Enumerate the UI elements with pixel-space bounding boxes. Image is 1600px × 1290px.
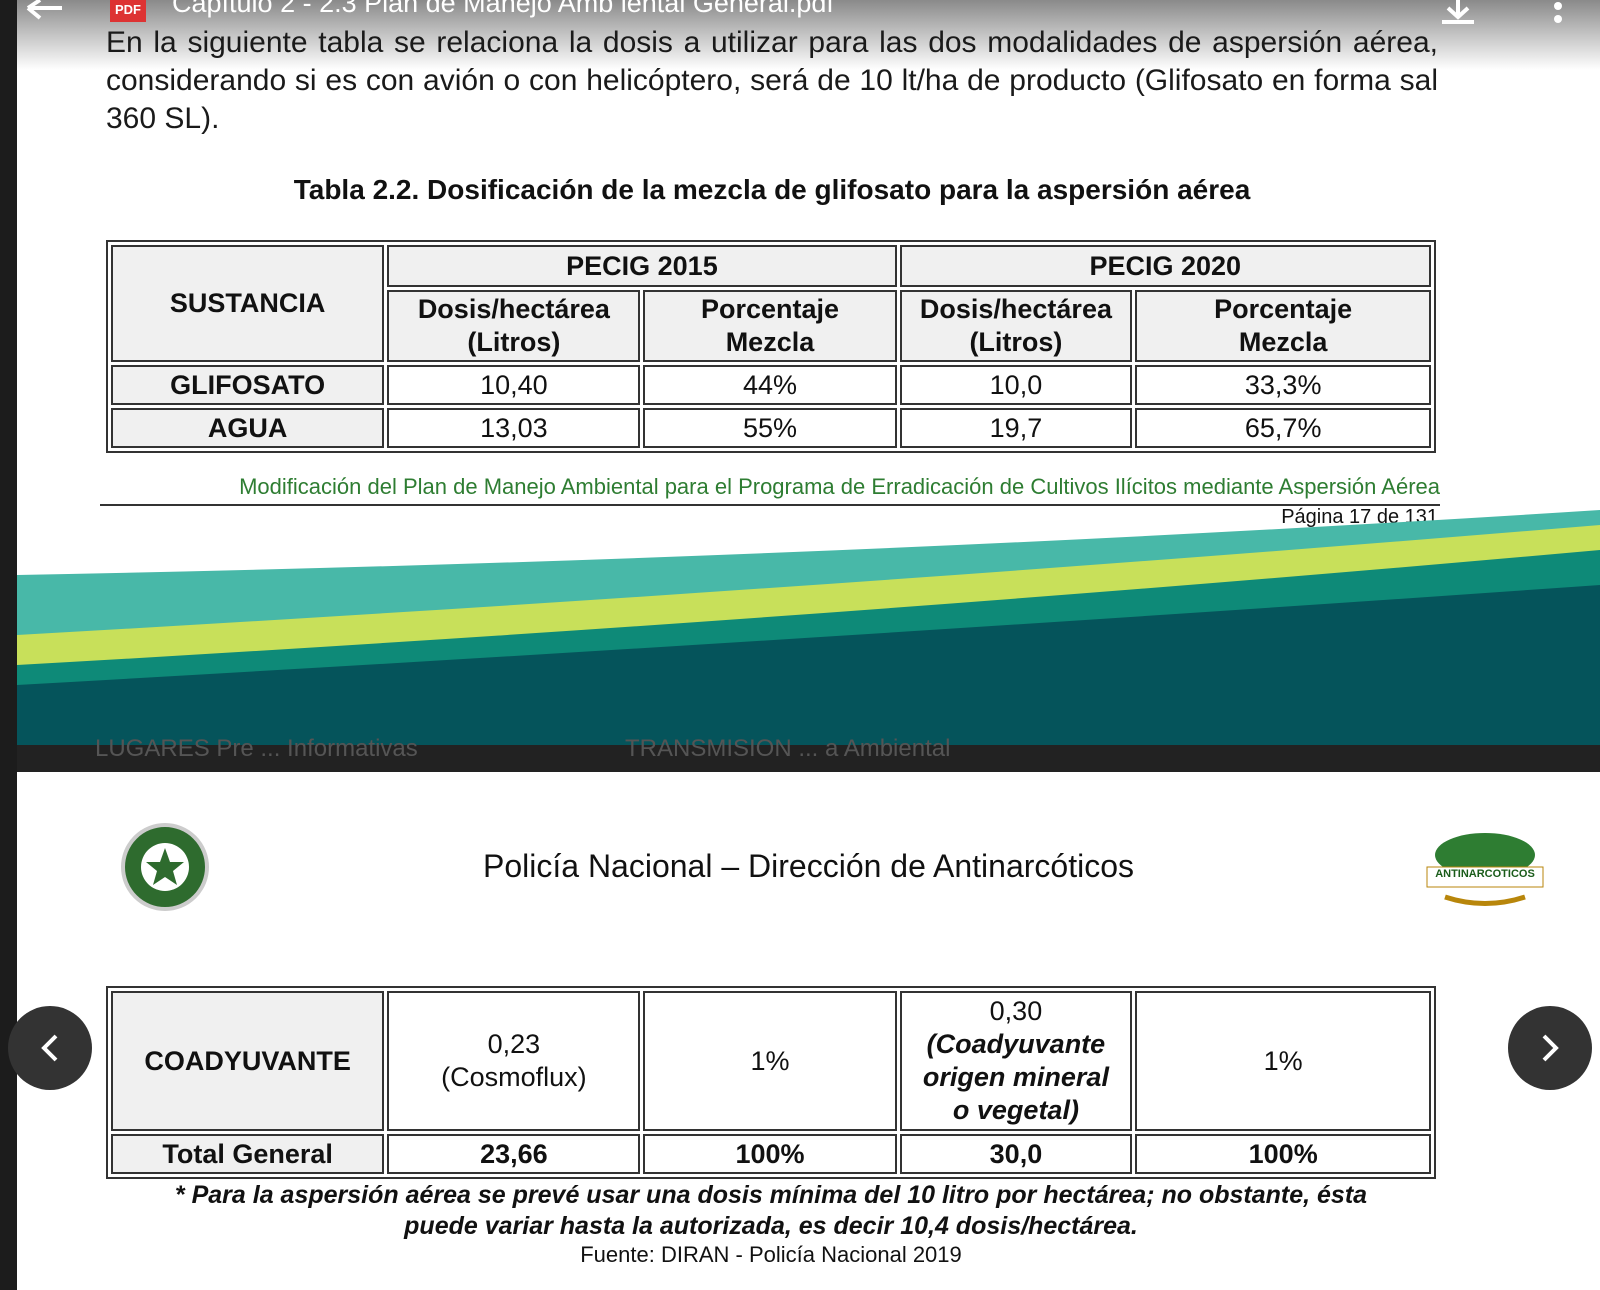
left-edge [0,0,17,1290]
logo-text: ANTINARCOTICOS [1435,868,1535,880]
dosage-table: SUSTANCIA PECIG 2015 PECIG 2020 Dosis/hectá… [106,240,1436,453]
table-cell: Porcentaje Mezcla [643,290,897,362]
menu-button[interactable] [1548,0,1568,26]
table-cell: PECIG 2020 [899,245,1431,287]
table-cell: COADYUVANTE [111,991,385,1131]
pdf-badge: PDF [110,0,146,22]
table-cell: 10,0 [899,365,1133,405]
dosage-table-continued: COADYUVANTE 0,23 (Cosmoflux) 1% 0,30 (Coadyu… [106,986,1436,1179]
file-title: Capítulo 2 - 2.3 Plan de Manejo Amb ient… [172,0,834,18]
cell-value: 0,30 [989,996,1043,1026]
header-row: SUSTANCIA PECIG 2015 PECIG 2020 [111,245,1431,362]
table-cell: 23,66 [387,1134,641,1174]
table-cell: 55% [643,408,897,448]
table-caption: Tabla 2.2. Dosificación de la mezcla de … [293,174,1251,205]
table-cell: 10,40 [387,365,641,405]
table-cell: 1% [643,991,897,1131]
table-cell: 0,30 (Coadyuvante origen mineral o vegeta… [899,991,1133,1131]
table-cell: 100% [1135,1134,1431,1174]
police-logo [121,823,209,911]
table-cell: AGUA [111,408,385,448]
top-bar [17,0,1600,70]
hidden-tab[interactable]: LUGARES Pre ... Informativas [95,735,418,761]
table-cell: Dosis/hectárea (Litros) [387,290,641,362]
banner-waves [17,510,1600,772]
data-row: AGUA 13,03 55% 19,7 65,7% [111,408,1431,448]
table-cell: Porcentaje Mezcla [1135,290,1431,362]
back-button[interactable] [20,0,70,30]
antinarcoticos-logo [1426,833,1544,906]
table-cell: 33,3% [1135,365,1431,405]
table-cell: PECIG 2015 [387,245,897,287]
table-source: Fuente: DIRAN - Policía Nacional 2019 [580,1242,962,1267]
note-line: * Para la aspersión aérea se prevé usar … [174,1181,1368,1209]
table-cell: 65,7% [1135,408,1431,448]
page-footer-text: Modificación del Plan de Manejo Ambienta… [100,474,1440,506]
subheader-row: Dosis/hectárea (Litros) Porcentaje Mezcla… [111,290,1431,362]
table-cell: 0,23 (Cosmoflux) [387,991,641,1131]
table-cell: 44% [643,365,897,405]
table-cell: 30,0 [899,1134,1133,1174]
data-row: COADYUVANTE 0,23 (Cosmoflux) 1% 0,30 (Coadyu… [111,991,1431,1131]
org-header: Policía Nacional – Dirección de Antinarc… [483,848,1134,884]
note-line: puede variar hasta la autorizada, es dec… [404,1212,1138,1240]
table-cell: GLIFOSATO [111,365,385,405]
hidden-tab[interactable]: TRANSMISION ... a Ambiental [625,735,951,761]
next-page-button[interactable] [1508,1006,1592,1090]
intro-paragraph: En la siguiente tabla se relaciona la do… [106,26,1438,135]
data-row: GLIFOSATO 10,40 44% 10,0 33,3% [111,365,1431,405]
table-cell: Total General [111,1134,385,1174]
table-cell: 13,03 [387,408,641,448]
table-note: * Para la aspersión aérea se prevé usar … [106,1180,1436,1242]
table-cell: 100% [643,1134,897,1174]
cell-note: (Coadyuvante origen mineral o vegetal) [922,1029,1109,1125]
data-row: Total General 23,66 100% 30,0 100% [111,1134,1431,1174]
table-cell: 1% [1135,991,1431,1131]
prev-page-button[interactable] [8,1006,92,1090]
table-cell: 19,7 [899,408,1133,448]
table-cell: SUSTANCIA [111,245,385,362]
download-button[interactable] [1438,0,1478,26]
table-cell: Dosis/hectárea (Litros) [899,290,1133,362]
